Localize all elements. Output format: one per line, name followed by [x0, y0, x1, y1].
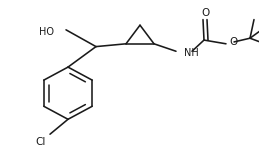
Text: Cl: Cl	[36, 137, 46, 147]
Text: HO: HO	[39, 27, 54, 37]
Text: O: O	[201, 8, 209, 18]
Text: NH: NH	[184, 48, 199, 58]
Text: O: O	[229, 37, 237, 47]
